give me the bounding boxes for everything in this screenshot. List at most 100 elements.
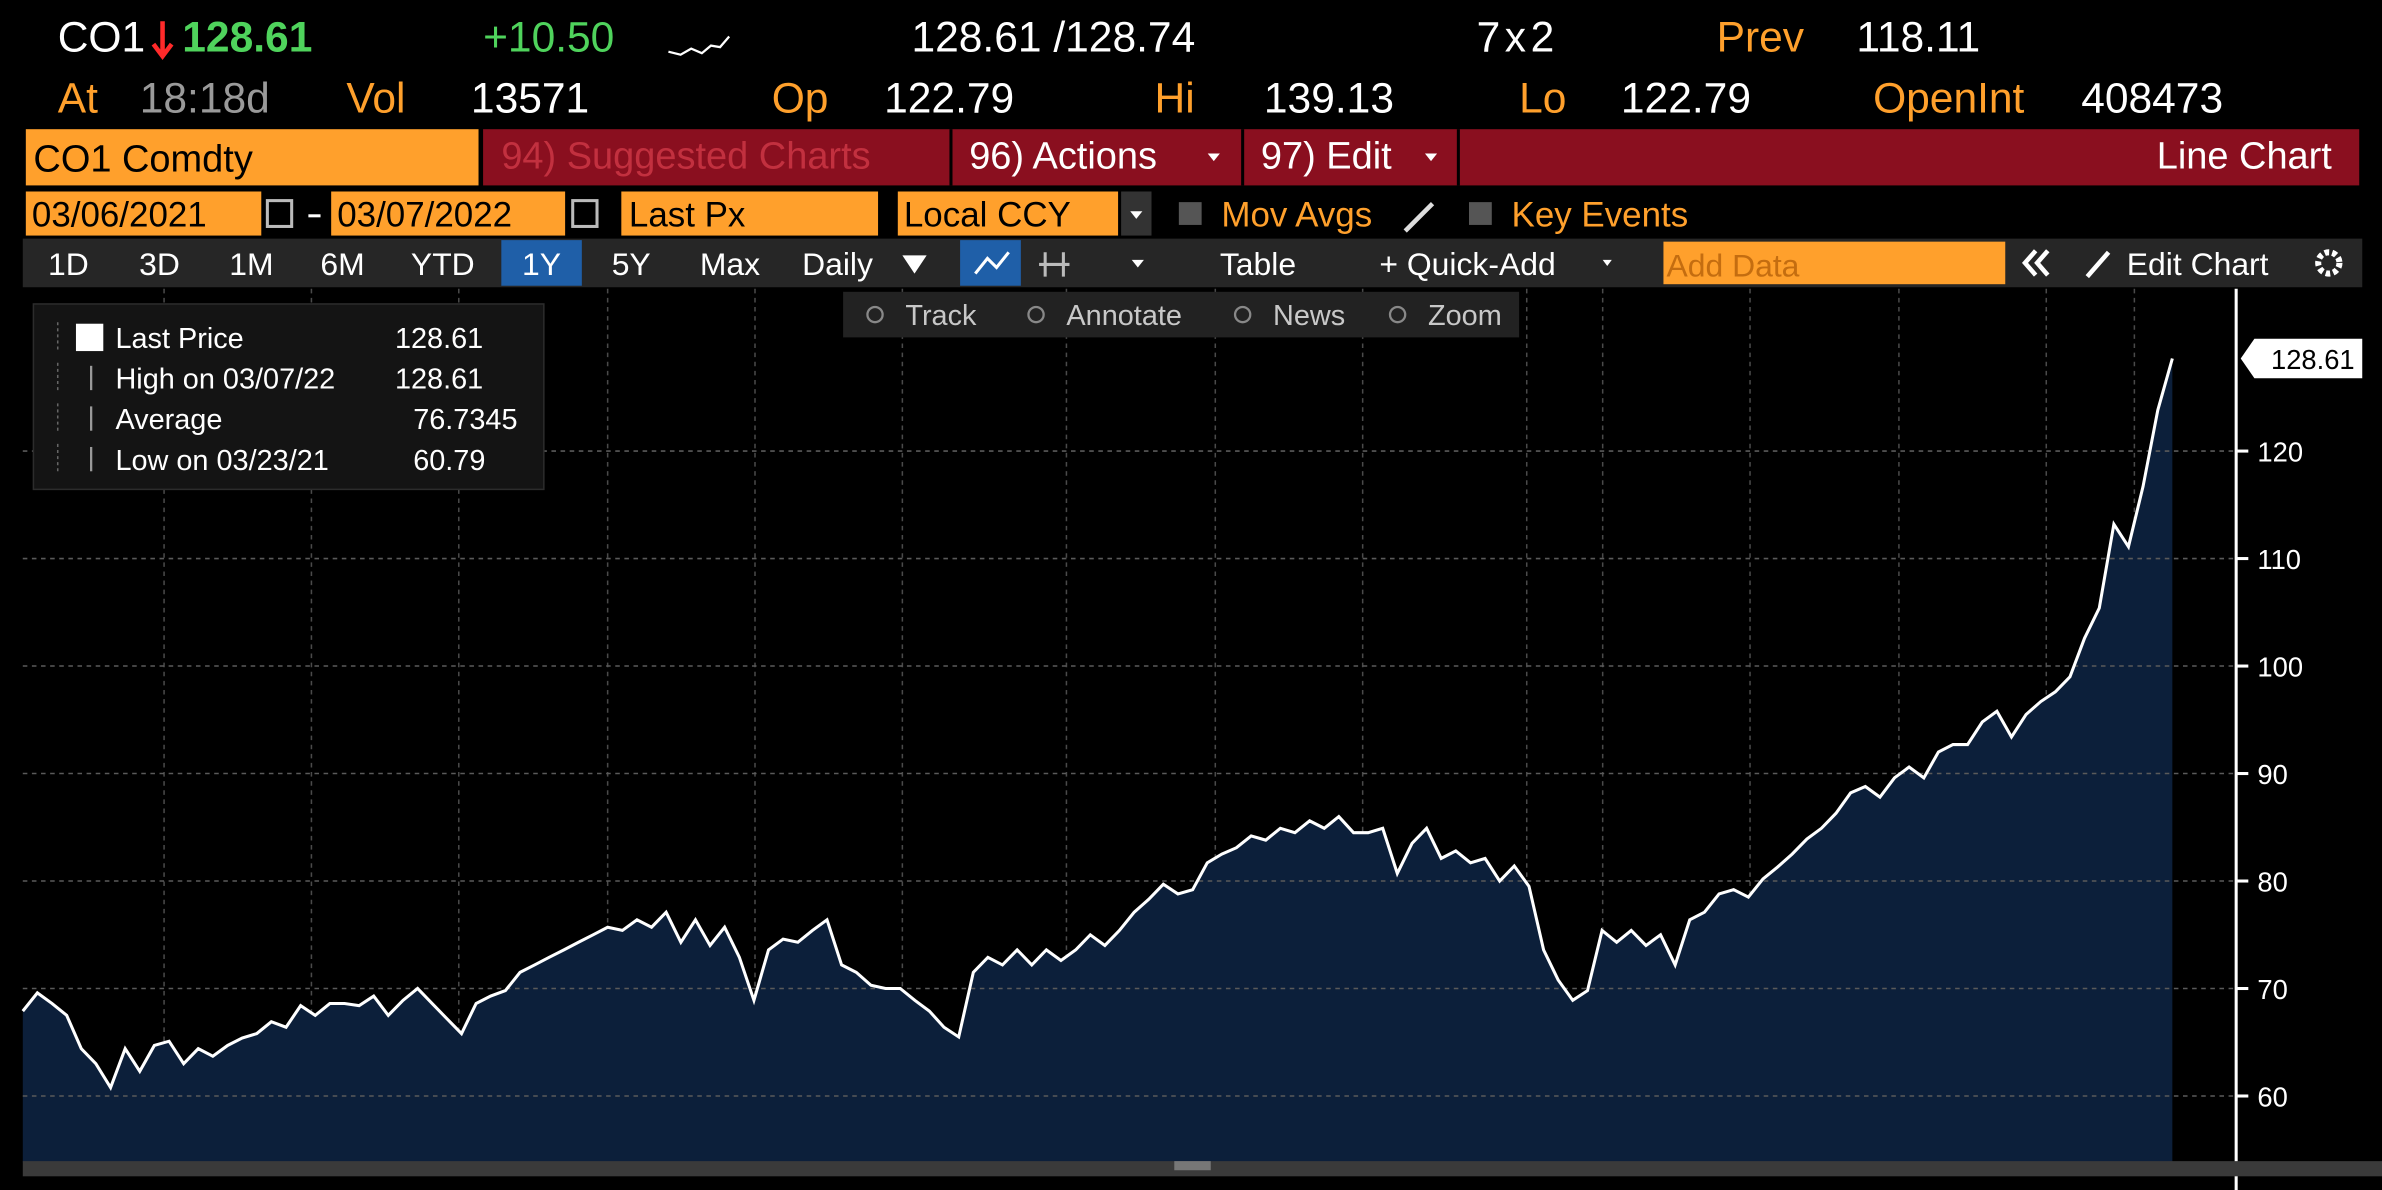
tool-icon bbox=[866, 305, 884, 324]
y-tick-label: 60 bbox=[2257, 1082, 2287, 1113]
price-area bbox=[22, 358, 2173, 1163]
oi-label: OpenInt bbox=[1873, 74, 2024, 122]
vol-label: Vol bbox=[346, 74, 405, 122]
hi-value: 139.13 bbox=[1264, 74, 1394, 122]
tool-icon bbox=[1388, 305, 1407, 324]
mov-avgs[interactable]: Mov Avgs bbox=[1221, 195, 1372, 234]
period-button[interactable]: 1Y bbox=[522, 246, 561, 282]
actions-menu[interactable]: 96) Actions bbox=[969, 136, 1157, 178]
add-data-field[interactable] bbox=[1663, 241, 2006, 285]
tool-button[interactable]: Annotate bbox=[1066, 300, 1182, 332]
bar-icon[interactable] bbox=[1039, 252, 1070, 277]
key-events[interactable]: Key Events bbox=[1512, 195, 1689, 234]
line-icon bbox=[974, 251, 1010, 275]
y-tick-label: 120 bbox=[2257, 437, 2303, 468]
period-button[interactable]: 5Y bbox=[612, 246, 651, 282]
dropdown-icon bbox=[902, 255, 927, 274]
security-field[interactable] bbox=[25, 129, 479, 186]
lo-label: Lo bbox=[1519, 74, 1566, 122]
legend-value: 128.61 bbox=[395, 323, 483, 355]
legend-value: 60.79 bbox=[413, 445, 485, 477]
time: 18:18d bbox=[140, 74, 270, 122]
chart-type: Line Chart bbox=[2157, 136, 2333, 178]
period-button[interactable]: YTD bbox=[411, 246, 475, 282]
scroll-handle[interactable] bbox=[1174, 1161, 1211, 1171]
oi-value: 408473 bbox=[2081, 74, 2223, 122]
legend-rows: Last Price 128.61 High on 03/07/22 128.61 Av… bbox=[56, 322, 518, 477]
legend-value: 76.7345 bbox=[413, 404, 517, 436]
checkbox[interactable] bbox=[1469, 202, 1492, 225]
period-button[interactable]: Max bbox=[700, 246, 760, 282]
dropdown-icon bbox=[1424, 153, 1438, 162]
legend-value: 128.61 bbox=[395, 364, 483, 396]
edit-menu[interactable]: 97) Edit bbox=[1261, 136, 1392, 178]
down-arrow bbox=[151, 21, 174, 61]
y-tick-label: 70 bbox=[2257, 974, 2287, 1005]
last-price: 128.61 bbox=[182, 14, 312, 62]
y-tick-label: 90 bbox=[2257, 759, 2287, 790]
calendar-icon[interactable] bbox=[571, 199, 599, 228]
dropdown-icon bbox=[1130, 211, 1143, 219]
red-menu-bar bbox=[483, 129, 2360, 186]
price-tag bbox=[2240, 338, 2363, 379]
currency-select[interactable] bbox=[897, 191, 1119, 236]
prev-label: Prev bbox=[1717, 14, 1805, 62]
size: 7x2 bbox=[1477, 14, 1559, 62]
legend bbox=[32, 303, 545, 491]
table-button[interactable]: Table bbox=[1220, 246, 1296, 282]
tool-button[interactable]: Zoom bbox=[1428, 300, 1502, 332]
calendar-icon[interactable] bbox=[265, 199, 294, 228]
tool-icon bbox=[1027, 305, 1045, 324]
checkbox[interactable] bbox=[1178, 202, 1202, 225]
price-line bbox=[21, 358, 2174, 1091]
end-date-field[interactable] bbox=[331, 191, 566, 236]
start-date-field[interactable] bbox=[25, 191, 262, 236]
pencil-icon bbox=[2085, 250, 2111, 279]
y-tick-label: 100 bbox=[2257, 652, 2303, 683]
lo-value: 122.79 bbox=[1621, 74, 1751, 122]
chart-tools bbox=[843, 291, 1520, 338]
period-button[interactable]: 3D bbox=[139, 246, 180, 282]
net-change: +10.50 bbox=[483, 14, 614, 62]
y-tick-label: 110 bbox=[2257, 544, 2301, 575]
price-tag-label: 128.61 bbox=[2271, 344, 2355, 375]
op-label: Op bbox=[772, 74, 829, 122]
selected-period[interactable] bbox=[501, 240, 582, 286]
hi-label: Hi bbox=[1155, 74, 1195, 122]
dropdown-icon[interactable] bbox=[1131, 259, 1144, 268]
tool-button[interactable]: Track bbox=[905, 300, 977, 332]
period-button[interactable]: 1D bbox=[48, 246, 89, 282]
frequency[interactable]: Daily bbox=[802, 246, 873, 282]
currency: Local CCY bbox=[904, 195, 1071, 234]
gear-icon[interactable] bbox=[2315, 249, 2343, 277]
tool-button[interactable]: News bbox=[1273, 300, 1345, 332]
period-buttons: 1D 3D 1M 6M YTD 1Y 5Y Max bbox=[48, 240, 760, 286]
dropdown-icon bbox=[1602, 259, 1612, 266]
tool-icon bbox=[1233, 305, 1252, 324]
field-select[interactable] bbox=[621, 191, 879, 236]
dropdown-icon bbox=[1207, 153, 1220, 162]
prev-value: 118.11 bbox=[1856, 14, 1980, 62]
suggested-charts[interactable]: 94) Suggested Charts bbox=[501, 136, 870, 178]
edit-chart[interactable]: Edit Chart bbox=[2127, 246, 2269, 282]
security: CO1 Comdty bbox=[33, 139, 252, 181]
plot-area: 60 70 80 90 100 110 120 128.61 bbox=[21, 288, 2363, 1190]
legend-label: Low on 03/23/21 bbox=[115, 445, 328, 477]
quick-add[interactable]: + Quick-Add bbox=[1379, 246, 1555, 282]
sparkline bbox=[668, 35, 731, 56]
legend-label: Average bbox=[115, 404, 222, 436]
tool-bar bbox=[22, 238, 2363, 288]
collapse-icon[interactable] bbox=[2021, 249, 2050, 277]
bid-ask: 128.61 /128.74 bbox=[911, 14, 1195, 62]
legend-label: High on 03/07/22 bbox=[115, 364, 335, 396]
field: Last Px bbox=[629, 195, 746, 234]
vol-value: 13571 bbox=[471, 74, 589, 122]
tool-buttons: Track Annotate News Zoom bbox=[866, 300, 1502, 332]
ticker: CO1 bbox=[58, 14, 145, 62]
period-button[interactable]: 1M bbox=[229, 246, 273, 282]
add-data: Add Data bbox=[1666, 248, 1799, 284]
legend-label: Last Price bbox=[115, 323, 243, 355]
period-button[interactable]: 6M bbox=[320, 246, 364, 282]
